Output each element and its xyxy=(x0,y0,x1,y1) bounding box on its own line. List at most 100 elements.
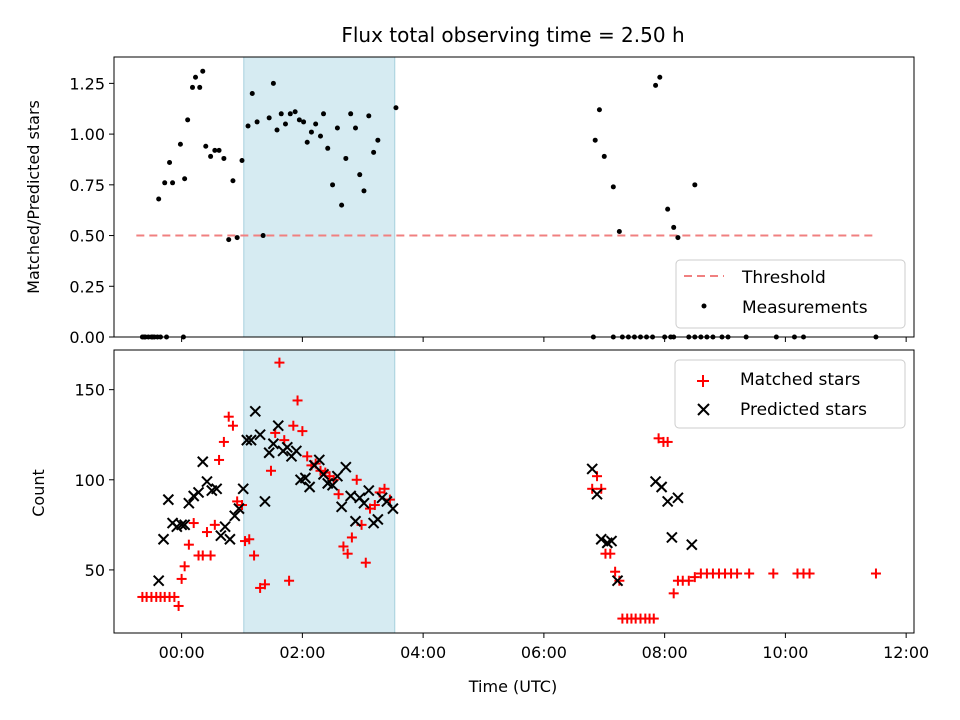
measurement-point xyxy=(348,111,354,117)
predicted-star-point xyxy=(201,475,213,488)
predicted-star-point xyxy=(666,531,678,544)
ratio-axes-frame xyxy=(113,56,915,338)
predicted-star-point xyxy=(686,538,698,551)
matched-star-point xyxy=(379,483,390,494)
measurement-point xyxy=(375,137,381,143)
predicted-star-point xyxy=(219,520,231,533)
x-tick-label: 04:00 xyxy=(400,643,446,662)
predicted-star-point xyxy=(210,483,223,495)
predicted-star-point xyxy=(605,535,618,547)
measurement-point xyxy=(226,237,232,243)
count-xlabel: Time (UTC) xyxy=(468,677,557,696)
measurement-point xyxy=(167,160,173,166)
matched-star-point xyxy=(288,420,299,431)
predicted-star-point xyxy=(263,447,275,459)
measurement-point xyxy=(321,111,327,117)
measurement-point xyxy=(287,111,293,117)
measurements-legend-label: Measurements xyxy=(742,298,868,318)
matched-star-point xyxy=(804,568,815,579)
matched-star-point xyxy=(209,519,220,530)
measurements-legend-marker xyxy=(701,303,707,309)
matched-star-point xyxy=(302,451,313,462)
y-tick-label: 100 xyxy=(74,471,105,490)
matched-star-point xyxy=(218,436,229,447)
predicted-star-point xyxy=(267,438,280,450)
matched-star-point xyxy=(689,572,700,583)
matched-star-point xyxy=(768,568,779,579)
matched-legend-marker xyxy=(697,375,709,387)
y-tick-label: 1.00 xyxy=(69,125,105,144)
measurement-point xyxy=(197,84,203,90)
matched-star-point xyxy=(683,575,694,586)
measurement-point xyxy=(657,74,663,80)
predicted-star-point xyxy=(349,515,362,527)
measurement-point xyxy=(234,235,240,241)
matched-star-point xyxy=(284,575,295,586)
ratio-legend: Threshold Measurements xyxy=(675,259,906,329)
predicted-star-point xyxy=(655,481,668,493)
matched-star-point xyxy=(369,500,380,511)
matched-star-point xyxy=(744,568,755,579)
predicted-star-point xyxy=(595,533,607,545)
matched-star-point xyxy=(587,483,598,494)
measurement-point xyxy=(371,149,377,155)
predicted-star-point xyxy=(245,434,257,446)
measurement-point xyxy=(249,91,255,97)
matched-star-point xyxy=(614,575,625,586)
matched-star-point xyxy=(183,539,194,550)
predicted-star-point xyxy=(344,490,357,502)
figure-title: Flux total observing time = 2.50 h xyxy=(341,23,684,47)
measurement-point xyxy=(339,202,345,208)
matched-star-point xyxy=(227,420,238,431)
predicted-star-point xyxy=(157,533,170,545)
ratio-panel: 0.00 0.25 0.50 0.75 1.00 1.25 Matched/Predict… xyxy=(24,56,915,347)
matched-star-point xyxy=(342,548,353,559)
measurement-point xyxy=(601,153,607,159)
measurement-point xyxy=(301,119,307,125)
predicted-star-point xyxy=(335,501,348,513)
measurement-point xyxy=(292,109,298,115)
matched-star-point xyxy=(176,573,187,584)
count-highlight-span xyxy=(243,349,396,634)
predicted-star-point xyxy=(303,481,316,493)
predicted-star-point xyxy=(215,529,227,542)
measurement-point xyxy=(343,155,349,161)
x-tick-label: 08:00 xyxy=(642,643,688,662)
x-tick-label: 06:00 xyxy=(521,643,567,662)
predicted-star-point xyxy=(299,472,312,484)
measurement-point xyxy=(296,117,302,123)
measurement-point xyxy=(230,178,236,184)
matched-star-point xyxy=(351,474,362,485)
matched-star-point xyxy=(297,426,308,437)
matched-star-point xyxy=(169,591,180,602)
measurement-point xyxy=(334,125,340,131)
matched-star-point xyxy=(870,568,881,579)
measurement-point xyxy=(596,107,602,113)
measurement-point xyxy=(304,139,310,145)
measurement-point xyxy=(361,188,367,194)
y-tick-label: 0.00 xyxy=(69,328,105,347)
measurement-point xyxy=(221,155,227,161)
y-tick-label: 0.50 xyxy=(69,227,105,246)
predicted-star-point xyxy=(178,519,191,531)
matched-star-point xyxy=(333,489,344,500)
measurement-point xyxy=(193,74,199,80)
count-panel: 50 100 150 00:00 02:00 04:00 06:00 08:00 10:00 1… xyxy=(29,349,929,696)
measurement-point xyxy=(216,147,222,153)
measurement-point xyxy=(162,180,168,186)
measurement-point xyxy=(200,68,206,74)
count-ylabel: Count xyxy=(29,469,48,517)
measurement-point xyxy=(270,80,276,86)
matched-star-point xyxy=(274,357,285,368)
measurement-point xyxy=(610,184,616,190)
measurement-point xyxy=(189,84,195,90)
measurement-point xyxy=(274,127,280,133)
measurement-point xyxy=(592,137,598,143)
measurement-point xyxy=(393,105,399,111)
predicted-star-point xyxy=(175,519,188,531)
predicted-legend-label: Predicted stars xyxy=(740,400,867,420)
predicted-star-point xyxy=(672,492,684,504)
matched-star-point xyxy=(668,588,679,599)
x-tick-label: 00:00 xyxy=(159,643,205,662)
measurement-point xyxy=(671,224,677,230)
